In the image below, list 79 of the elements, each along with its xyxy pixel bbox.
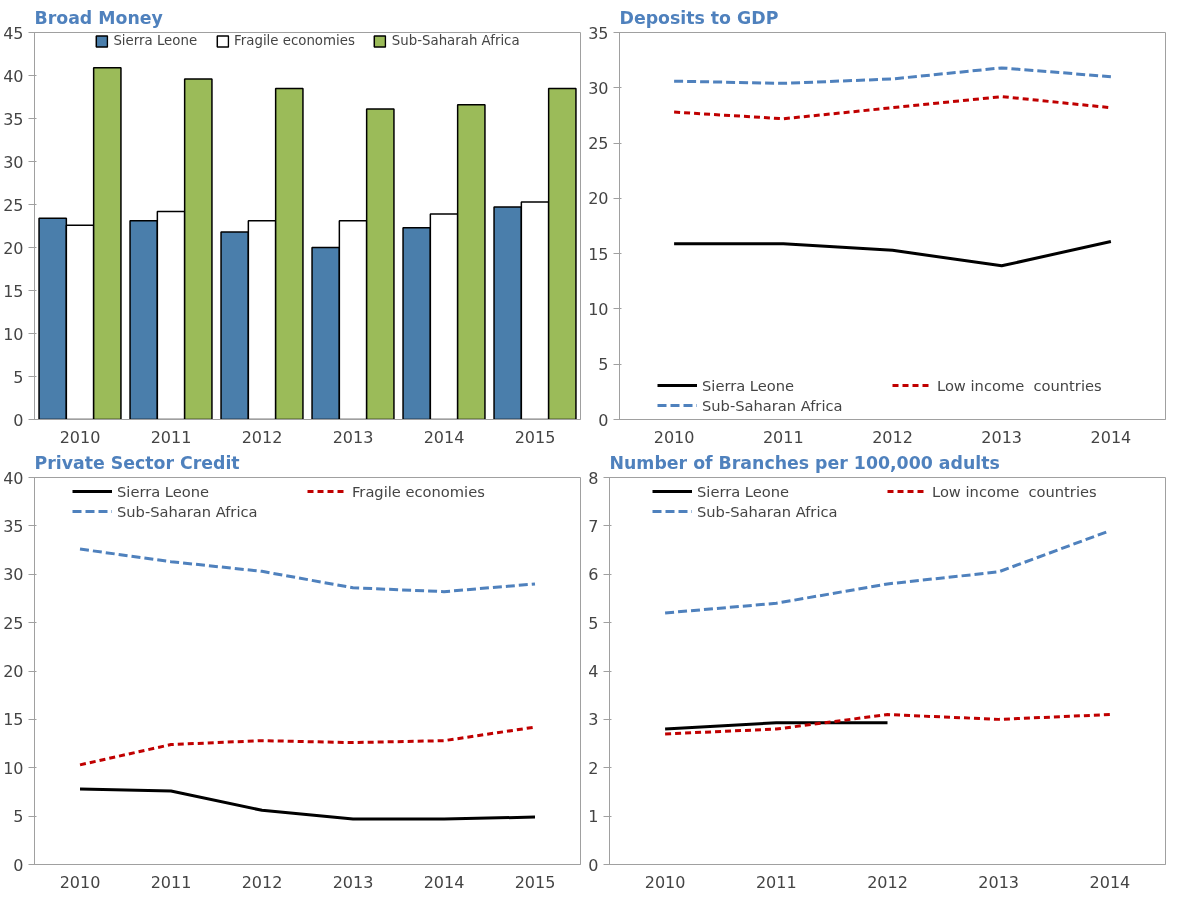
y-tick-label: 15 [3,281,24,301]
y-tick-label: 15 [3,710,24,730]
y-tick-label: 20 [3,662,24,681]
x-tick-label: 2013 [332,427,374,447]
y-tick-label: 40 [3,468,24,488]
y-tick-label: 35 [588,23,609,43]
x-tick-label: 2014 [1089,872,1131,892]
legend-label: Sub-Saharan Africa [702,396,844,414]
line-series [672,66,1113,85]
x-tick-label: 2012 [867,872,908,892]
y-tick-label: 20 [588,189,609,209]
x-tick-label: 2013 [978,872,1020,892]
x-tick-label: 2014 [1090,427,1132,447]
y-tick-label: 10 [588,299,609,319]
x-tick-label: 2010 [59,427,101,447]
legend-label: Sub-Saharan Africa [697,502,839,520]
y-tick-label: 25 [3,613,24,633]
line-series [672,239,1113,268]
y-tick-label: 15 [588,244,609,264]
y-tick-label: 30 [588,78,609,98]
legend-label: Low income countries [937,376,1103,394]
x-tick-label: 2011 [762,427,804,447]
y-tick-label: 0 [598,410,609,430]
x-tick-label: 2010 [644,872,686,892]
y-tick-label: 8 [588,468,599,488]
legend-label: Sierra Leone [117,482,211,500]
x-tick-label: 2012 [872,427,913,447]
y-tick-label: 4 [588,662,599,681]
x-tick-label: 2011 [150,872,192,892]
legend-label: Fragile economies [352,482,486,500]
y-tick-label: 25 [3,195,24,215]
x-tick-label: 2013 [332,872,374,892]
y-tick-label: 35 [3,516,24,536]
y-tick-label: 10 [3,324,24,344]
x-tick-label: 2015 [514,427,556,447]
y-tick-label: 30 [3,565,24,585]
y-tick-label: 5 [13,807,24,827]
legend-label: Fragile economies [234,33,355,48]
x-tick-label: 2011 [150,427,192,447]
y-tick-label: 2 [588,758,599,778]
y-tick-label: 0 [13,410,24,430]
chart-title: Deposits to GDP [619,7,779,28]
x-tick-label: 2013 [981,427,1023,447]
y-tick-label: 3 [588,710,599,730]
y-tick-label: 20 [3,238,24,258]
chart-title: Broad Money [34,7,163,28]
y-tick-label: 25 [588,134,609,154]
y-tick-label: 7 [588,516,599,536]
x-tick-label: 2010 [653,427,695,447]
line-series [78,547,537,594]
y-tick-label: 30 [3,152,24,172]
x-tick-label: 2015 [514,872,556,892]
y-tick-label: 40 [3,66,24,86]
x-tick-label: 2014 [423,427,465,447]
y-tick-label: 5 [13,367,24,387]
y-tick-label: 0 [13,855,24,875]
line-series [78,787,537,821]
line-series [663,713,1112,736]
legend-label: Sierra Leone [697,482,791,500]
chart-title: Number of Branches per 100,000 adults [609,452,1000,473]
y-tick-label: 10 [3,758,24,778]
legend-label: Low income countries [932,482,1098,500]
x-tick-label: 2011 [755,872,797,892]
legend-label: Sierra Leone [702,376,796,394]
y-tick-label: 5 [588,613,599,633]
chart-title: Private Sector Credit [34,452,240,473]
legend-label: Sub-Saharan Africa [117,502,259,520]
x-tick-label: 2012 [241,872,283,892]
x-tick-label: 2010 [59,872,101,892]
x-tick-label: 2014 [423,872,465,892]
legend-label: Sierra Leone [113,33,198,48]
x-tick-label: 2012 [241,427,283,447]
y-tick-label: 1 [588,807,599,827]
y-tick-label: 5 [598,355,609,375]
y-tick-label: 35 [3,109,24,129]
y-tick-label: 0 [588,855,599,875]
legend-label: Sub-Saharah Africa [391,33,520,48]
y-tick-label: 45 [3,23,24,43]
y-tick-label: 6 [588,565,599,585]
